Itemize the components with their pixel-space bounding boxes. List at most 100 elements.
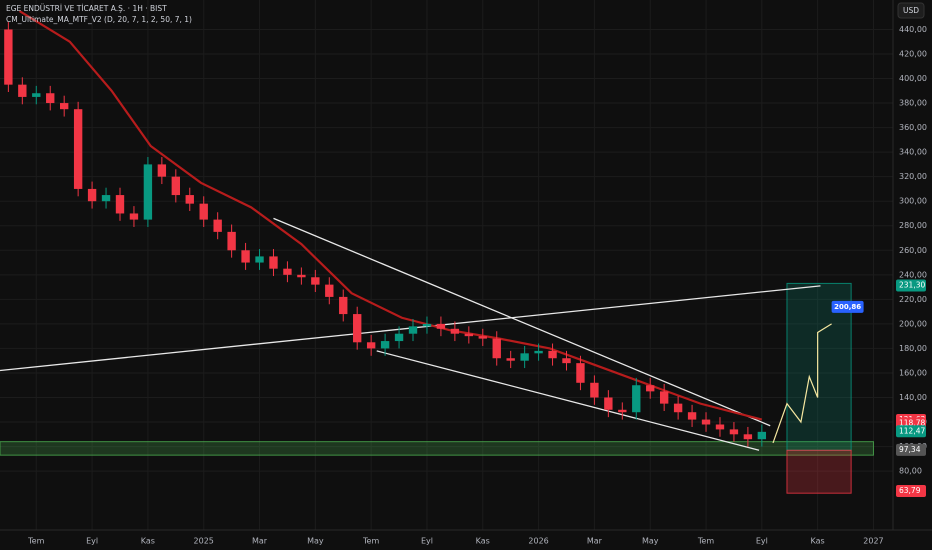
candle-body [743,434,753,440]
x-tick-label: Eyl [756,537,768,546]
candle-body [604,397,613,410]
trendline [376,350,760,451]
candle-body [576,363,585,383]
plot-area: 200,86 [0,10,874,494]
candle-body [464,333,474,337]
candle-body [394,333,404,342]
moving-average-line [18,10,763,421]
axes: 80,00100,00120,00140,00160,00180,00200,0… [27,25,927,546]
candle-body [715,424,725,430]
candle-body [590,382,599,398]
candle-body [87,188,97,202]
target-label-box [831,300,864,313]
candle-body [46,93,55,104]
candle-body [450,328,460,334]
candle-body [548,350,557,359]
price-label: 63,79 [899,486,921,495]
candle-body [59,103,69,110]
y-tick-label: 160,00 [899,368,927,377]
candle-body [729,429,739,435]
price-label: 112,47 [899,426,925,435]
x-tick-label: Tem [27,537,44,546]
currency-button[interactable] [897,2,925,19]
candle-body [562,358,571,364]
candle-body [757,431,767,440]
candle-body [659,391,669,404]
y-tick-label: 360,00 [899,123,927,132]
y-tick-label: 340,00 [899,148,927,157]
target-label: 200,86 [834,303,861,311]
y-tick-label: 300,00 [899,197,927,206]
x-tick-label: 2026 [528,537,548,546]
candle-body [213,219,222,232]
support-zone [0,441,874,456]
price-label-box [896,279,926,292]
candle-body [673,403,683,413]
candle-body [701,419,711,425]
y-tick-label: 400,00 [899,74,927,83]
y-tick-label: 440,00 [899,25,927,34]
candle-body [325,284,334,297]
projection-path [772,323,832,444]
price-label: 231,30 [899,280,925,289]
candle-body [32,93,41,97]
candle-body [422,323,432,327]
candle-body [632,385,641,413]
candle-body [353,314,362,343]
currency-label: USD [903,6,919,15]
candle-body [171,176,180,196]
price-label: 97,34 [899,445,921,454]
candle-body [283,268,292,275]
candle-body [18,84,27,97]
y-tick-label: 320,00 [899,172,927,181]
candle-body [255,256,264,263]
candle-body [185,195,194,204]
y-tick-label: 420,00 [899,49,927,58]
price-label-box [896,425,926,438]
candle-body [534,350,543,354]
candle-body [115,195,125,214]
candle-body [297,274,306,278]
x-tick-label: Kas [476,537,490,546]
candle-body [101,195,111,202]
y-tick-label: 240,00 [899,270,927,279]
trendline [273,217,771,427]
x-tick-label: Eyl [421,537,433,546]
candle-body [380,341,390,349]
x-tick-label: Eyl [86,537,98,546]
candle-body [311,277,320,285]
x-tick-label: Kas [141,537,155,546]
y-tick-label: 80,00 [899,467,922,476]
x-tick-label: May [307,537,324,546]
y-tick-label: 280,00 [899,221,927,230]
candle-body [199,203,208,220]
x-tick-label: May [642,537,659,546]
candle-body [687,412,697,420]
chart-title: EGE ENDÜSTRİ VE TİCARET A.Ş. · 1H · BIST [6,4,167,13]
candle-body [366,342,376,349]
candle-body [339,296,348,315]
stop-zone [786,449,852,494]
x-tick-label: Tem [697,537,714,546]
x-tick-label: Kas [811,537,825,546]
y-tick-label: 260,00 [899,246,927,255]
candle-body [492,338,501,359]
candle-body [646,385,655,392]
x-tick-label: 2027 [863,537,883,546]
candle-body [241,250,250,263]
indicator-name: CM_Ultimate_MA_MTF_V2 (D, 20, 7, 1, 2, 5… [6,15,192,24]
candle-body [129,213,139,220]
candle-body [408,326,418,334]
candle-body [436,323,446,329]
price-label-box [896,484,926,497]
candle-body [73,109,83,189]
y-tick-label: 220,00 [899,295,927,304]
candle-body [520,353,529,361]
candle-body [618,409,627,413]
y-tick-label: 380,00 [899,99,927,108]
y-tick-label: 140,00 [899,393,927,402]
candle-body [4,29,13,85]
candle-body [143,164,153,220]
y-tick-label: 200,00 [899,319,927,328]
